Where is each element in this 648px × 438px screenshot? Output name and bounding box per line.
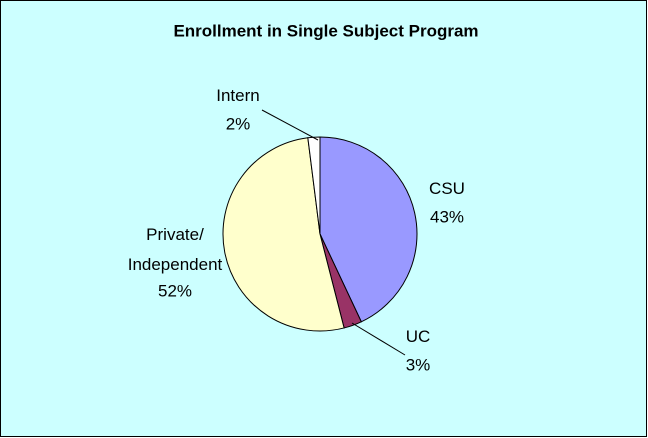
- chart-title: Enrollment in Single Subject Program: [173, 21, 478, 40]
- leader-line: [351, 322, 406, 356]
- slice-label-line: Intern: [216, 86, 259, 105]
- slice-label: UC: [406, 327, 431, 346]
- slice-label: Private/Independent: [128, 225, 223, 274]
- slice-label-line: Private/: [146, 225, 204, 244]
- leader-line: [261, 109, 319, 141]
- pie-slice: [319, 136, 418, 323]
- slice-value-label: 2%: [226, 114, 251, 133]
- slice-label-line: Independent: [128, 255, 223, 274]
- slice-value-label: 52%: [158, 281, 192, 300]
- slice-label: Intern: [216, 86, 259, 105]
- slice-label: CSU: [429, 179, 465, 198]
- slice-value-label: 3%: [406, 355, 431, 374]
- slice-label-line: UC: [406, 327, 431, 346]
- slice-value-label: 43%: [430, 207, 464, 226]
- pie-slice: [307, 136, 321, 235]
- slice-label-line: CSU: [429, 179, 465, 198]
